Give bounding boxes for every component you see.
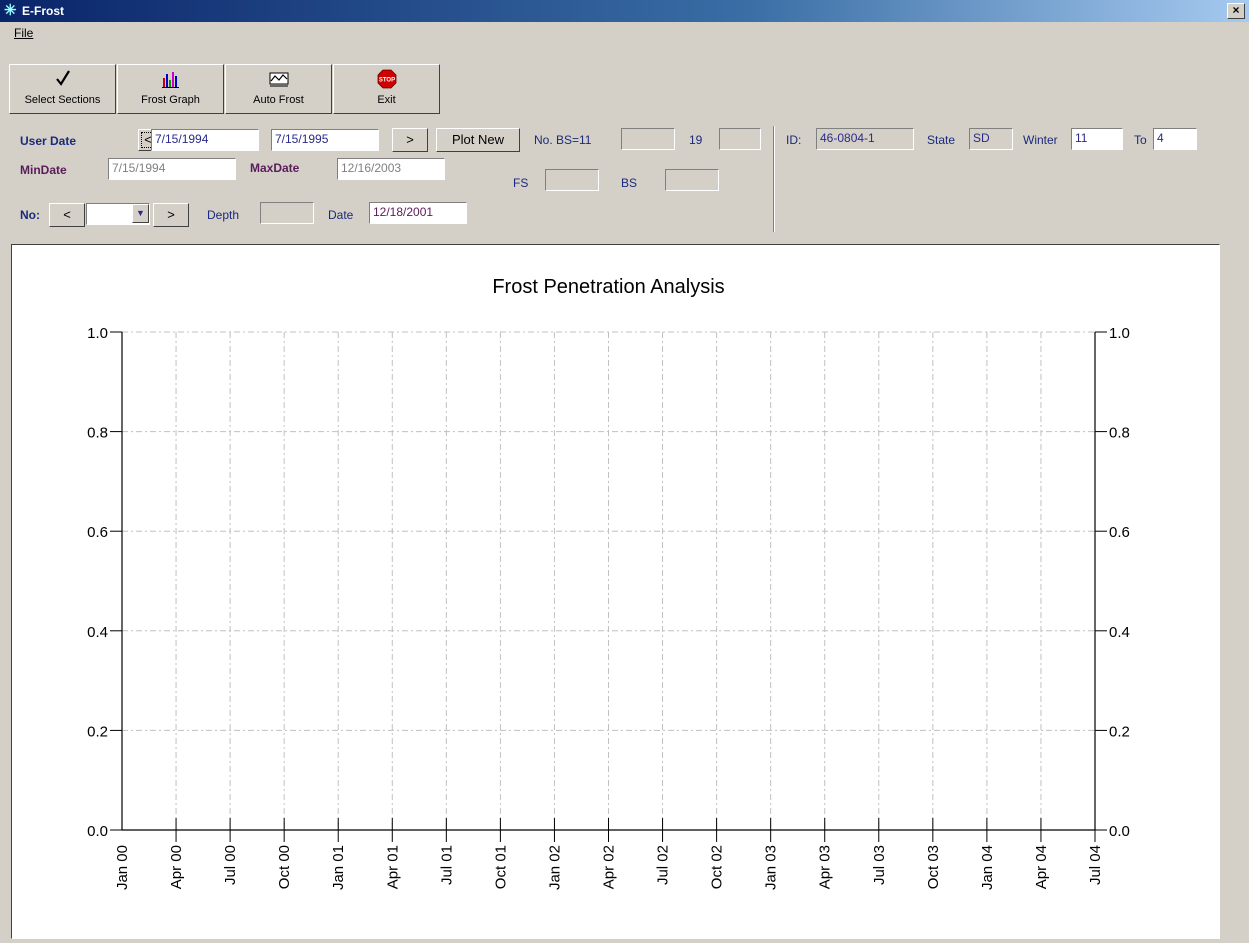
x-tick-label: Jul 00 xyxy=(222,845,239,885)
bar-chart-icon xyxy=(118,69,223,91)
stop-sign-icon: STOP xyxy=(334,69,439,91)
frost-graph-button[interactable]: Frost Graph xyxy=(117,64,224,114)
x-tick-label: Apr 04 xyxy=(1033,845,1050,889)
y-tick-label-right: 1.0 xyxy=(1109,325,1130,342)
exit-button[interactable]: STOP Exit xyxy=(333,64,440,114)
x-tick-label: Jan 02 xyxy=(546,845,563,890)
user-date-label: User Date xyxy=(20,134,77,148)
x-tick-label: Jan 04 xyxy=(979,845,996,890)
fs-field[interactable] xyxy=(545,169,599,191)
depth-label: Depth xyxy=(207,208,240,222)
chevron-down-icon[interactable]: ▼ xyxy=(132,204,149,223)
x-tick-label: Jul 02 xyxy=(655,845,672,885)
chart-panel: Frost Penetration Analysis 0.0 0.0 0.2 0.2 0.… xyxy=(11,244,1220,939)
maxdate-label: MaxDate xyxy=(250,161,300,175)
x-tick-label: Jul 04 xyxy=(1087,845,1104,885)
date-field[interactable]: 12/18/2001 xyxy=(369,202,467,224)
x-tick-label: Apr 01 xyxy=(384,845,401,889)
snowflake-icon: ✳ xyxy=(4,2,17,19)
bs-label: BS xyxy=(621,176,638,190)
depth-field[interactable] xyxy=(260,202,314,224)
mindate-label: MinDate xyxy=(20,163,67,177)
fs-label: FS xyxy=(513,176,529,190)
y-tick-label-right: 0.4 xyxy=(1109,624,1130,641)
y-tick-label-left: 0.8 xyxy=(87,425,108,442)
id-label: ID: xyxy=(786,133,802,147)
user-date-end-field[interactable]: 7/15/1995 xyxy=(271,129,379,151)
state-label: State xyxy=(927,133,956,147)
y-tick-label-right: 0.6 xyxy=(1109,524,1130,541)
x-tick-label: Jan 01 xyxy=(330,845,347,890)
frost-penetration-chart: Frost Penetration Analysis 0.0 0.0 0.2 0.2 0.… xyxy=(87,276,1130,890)
exit-label: Exit xyxy=(377,94,396,106)
date-label: Date xyxy=(328,208,354,222)
stop-sign-text: STOP xyxy=(378,78,394,84)
x-tick-label: Apr 00 xyxy=(168,845,185,889)
x-tick-label: Oct 00 xyxy=(276,845,293,889)
no-label: No: xyxy=(20,208,40,222)
to-label: To xyxy=(1134,133,1147,147)
auto-frost-button[interactable]: Auto Frost xyxy=(225,64,332,114)
no-next-button[interactable]: > xyxy=(153,203,189,227)
select-sections-label: Select Sections xyxy=(24,94,101,106)
state-field[interactable]: SD xyxy=(969,128,1013,150)
mindate-field: 7/15/1994 xyxy=(108,158,236,180)
bs-field[interactable] xyxy=(665,169,719,191)
chart-title: Frost Penetration Analysis xyxy=(492,276,724,298)
y-tick-label-right: 0.8 xyxy=(1109,425,1130,442)
x-tick-label: Oct 02 xyxy=(709,845,726,889)
winter-label: Winter xyxy=(1023,133,1058,147)
to-field[interactable]: 4 xyxy=(1153,128,1197,150)
close-button[interactable]: × xyxy=(1227,3,1245,19)
x-tick-label: Oct 01 xyxy=(492,845,509,889)
no-select[interactable]: ▼ xyxy=(86,203,150,225)
menu-bar: File xyxy=(0,23,1249,43)
x-tick-label: Jan 03 xyxy=(763,845,780,890)
auto-frost-label: Auto Frost xyxy=(253,94,304,106)
x-tick-label: Jan 00 xyxy=(114,845,131,890)
x-tick-label: Apr 03 xyxy=(817,845,834,889)
no-prev-button[interactable]: < xyxy=(49,203,85,227)
user-date-start-field[interactable]: 7/15/1994 xyxy=(151,129,259,151)
y-tick-label-left: 0.2 xyxy=(87,723,108,740)
winter-field[interactable]: 11 xyxy=(1071,128,1123,150)
menu-file-label: File xyxy=(14,26,34,40)
plot-new-button[interactable]: Plot New xyxy=(436,128,520,152)
no-bs-label: No. BS=11 xyxy=(534,133,592,147)
no-bs-field[interactable] xyxy=(621,128,675,150)
id-field[interactable]: 46-0804-1 xyxy=(816,128,914,150)
y-tick-label-left: 0.4 xyxy=(87,624,108,641)
count-field[interactable] xyxy=(719,128,761,150)
window-title: E-Frost xyxy=(22,4,64,18)
menu-file[interactable]: File xyxy=(14,26,33,40)
maxdate-field: 12/16/2003 xyxy=(337,158,445,180)
checkmark-icon xyxy=(10,69,115,91)
title-bar: ✳ E-Frost × xyxy=(0,0,1249,22)
x-tick-label: Apr 02 xyxy=(601,845,618,889)
x-tick-label: Jul 03 xyxy=(871,845,888,885)
x-tick-label: Oct 03 xyxy=(925,845,942,889)
vertical-divider xyxy=(773,126,775,232)
user-date-next-button[interactable]: > xyxy=(392,128,428,152)
y-tick-label-left: 0.6 xyxy=(87,524,108,541)
y-tick-label-right: 0.0 xyxy=(1109,823,1130,840)
y-tick-label-left: 1.0 xyxy=(87,325,108,342)
x-tick-label: Jul 01 xyxy=(438,845,455,885)
auto-graph-icon xyxy=(226,69,331,91)
y-tick-label-right: 0.2 xyxy=(1109,723,1130,740)
select-sections-button[interactable]: Select Sections xyxy=(9,64,116,114)
count-label: 19 xyxy=(689,133,703,147)
y-tick-label-left: 0.0 xyxy=(87,823,108,840)
frost-graph-label: Frost Graph xyxy=(141,94,200,106)
